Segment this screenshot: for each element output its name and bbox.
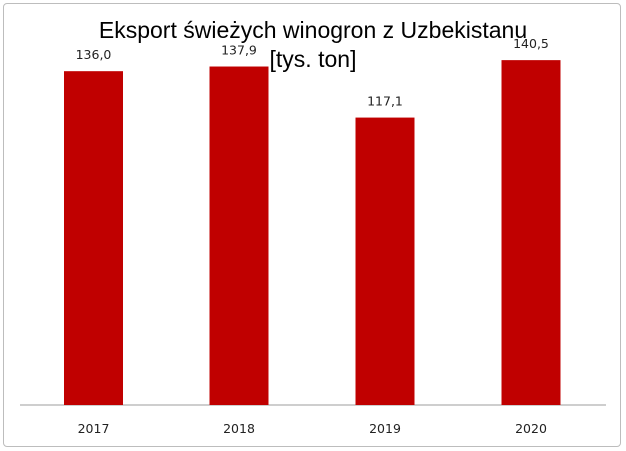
data-label-2019: 117,1 — [367, 94, 403, 109]
data-label-2017: 136,0 — [76, 47, 112, 62]
bar-2017 — [64, 71, 123, 405]
x-tick-label-2017: 2017 — [78, 421, 110, 436]
chart-title: Eksport świeżych winogron z Uzbekistanu — [98, 17, 528, 43]
data-label-2020: 140,5 — [513, 36, 549, 51]
x-tick-label-2018: 2018 — [223, 421, 255, 436]
bar-2020 — [501, 60, 561, 406]
x-tick-label-2019: 2019 — [369, 421, 401, 436]
chart-title-unit: [tys. ton] — [269, 46, 357, 72]
bar-2018 — [209, 66, 269, 405]
data-label-2018: 137,9 — [221, 43, 257, 58]
x-tick-label-2020: 2020 — [515, 421, 547, 436]
bar-2019 — [355, 117, 415, 405]
